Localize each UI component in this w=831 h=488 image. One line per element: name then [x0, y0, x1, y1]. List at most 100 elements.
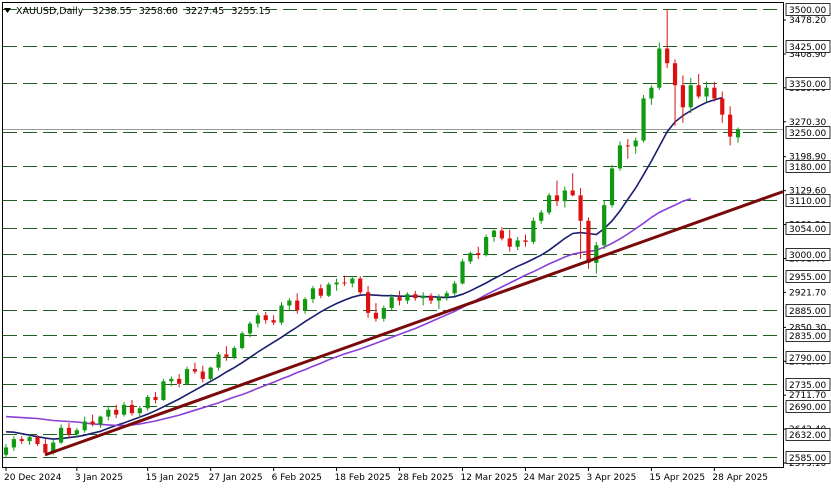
candle-body	[712, 87, 717, 99]
candle-body	[247, 323, 253, 334]
candle-body	[657, 48, 662, 88]
level-label-box	[785, 270, 831, 283]
collapse-triangle-icon[interactable]	[4, 8, 11, 13]
x-tick-label: 12 Mar 2025	[461, 473, 518, 483]
candle-body	[90, 421, 95, 425]
level-label: 3054.00	[789, 225, 826, 235]
candle-body	[436, 297, 442, 301]
candle-body	[539, 212, 544, 221]
level-label: 2735.00	[789, 381, 826, 391]
x-axis: 20 Dec 2024 3 Jan 2025 15 Jan 2025 27 Jan 2…	[4, 467, 768, 483]
symbol-label: XAUUSD,Daily	[16, 6, 84, 17]
candle-body	[515, 240, 520, 247]
level-label: 2690.00	[789, 403, 826, 413]
y-tick-label: 3129.60	[789, 187, 826, 197]
y-tick-label: 2711.70	[789, 391, 826, 401]
candle-body	[428, 295, 434, 301]
candle-body	[633, 140, 638, 147]
candle-body	[35, 437, 40, 444]
candle-body	[413, 294, 418, 299]
candle-body	[720, 98, 725, 115]
candle-body	[200, 371, 205, 379]
candle-body	[27, 437, 32, 442]
level-label-box	[785, 304, 831, 317]
support-resistance-levels	[3, 9, 783, 458]
moving-average-line-2	[5, 198, 692, 427]
high-value: 3258.60	[139, 6, 178, 17]
open-value: 3238.55	[92, 6, 131, 17]
level-label: 3350.00	[789, 80, 826, 90]
level-label-box	[785, 126, 831, 139]
candle-body	[295, 300, 300, 311]
candle-body	[562, 190, 567, 202]
candle-body	[680, 85, 686, 108]
x-tick-label: 3 Apr 2025	[586, 473, 636, 483]
candle-body	[507, 238, 512, 247]
plot-area[interactable]	[2, 2, 784, 468]
candle-body	[66, 427, 72, 435]
candle-body	[594, 245, 599, 263]
level-label: 3110.00	[789, 197, 826, 207]
level-label-box	[785, 428, 831, 441]
candle-body	[137, 408, 142, 414]
trendline-group	[44, 190, 784, 457]
candle-body	[302, 299, 308, 311]
candle-body	[114, 409, 119, 415]
level-label-box	[785, 222, 831, 235]
candle-body	[334, 282, 339, 285]
x-tick-label: 15 Jan 2025	[146, 473, 200, 483]
candle-body	[578, 195, 583, 221]
candle-body	[735, 129, 741, 138]
candle-body	[468, 253, 473, 262]
candlesticks	[3, 9, 741, 457]
level-label: 3180.00	[789, 163, 826, 173]
candle-body	[74, 430, 79, 435]
candle-body	[570, 190, 575, 196]
candle-body	[617, 145, 623, 169]
candle-body	[365, 292, 371, 313]
candle-body	[169, 378, 174, 382]
candle-body	[444, 293, 449, 298]
candle-body	[672, 63, 678, 86]
candle-body	[19, 439, 24, 442]
level-labels: 3500.00 3425.00 3350.00 3250.00 3180.00 3110.…	[785, 3, 831, 464]
candle-body	[51, 442, 56, 453]
candle-body	[310, 288, 316, 300]
level-label-box	[785, 40, 831, 53]
level-label: 3425.00	[789, 43, 826, 53]
candle-body	[381, 307, 386, 319]
candle-body	[476, 253, 481, 256]
level-label: 2632.00	[789, 431, 826, 441]
y-tick-label: 2921.70	[789, 288, 826, 298]
candle-body	[224, 354, 229, 357]
level-label-box	[785, 194, 831, 207]
candle-body	[82, 421, 87, 431]
level-label-box	[785, 77, 831, 90]
x-tick-label: 3 Jan 2025	[75, 473, 123, 483]
candle-body	[688, 85, 693, 108]
candle-body	[358, 278, 363, 293]
candle-body	[177, 378, 182, 384]
level-label: 2885.00	[789, 307, 826, 317]
candle-body	[161, 381, 166, 400]
candle-body	[546, 195, 552, 213]
candle-body	[641, 98, 646, 141]
y-tick-label: 3270.30	[789, 118, 826, 128]
candle-body	[484, 236, 489, 256]
x-tick-label: 28 Feb 2025	[398, 473, 454, 483]
candle-body	[696, 85, 701, 97]
candle-body	[98, 416, 103, 425]
candle-body	[121, 404, 127, 415]
level-label: 2955.00	[789, 273, 826, 283]
candle-body	[106, 409, 111, 417]
candle-body	[350, 278, 355, 284]
candle-body	[184, 369, 190, 384]
candle-body	[405, 294, 410, 301]
y-tick-label: 3198.90	[789, 153, 826, 163]
level-label-box	[785, 351, 831, 364]
candle-body	[3, 447, 9, 455]
candle-body	[421, 295, 426, 299]
level-label-box	[785, 160, 831, 173]
candle-body	[704, 87, 709, 97]
